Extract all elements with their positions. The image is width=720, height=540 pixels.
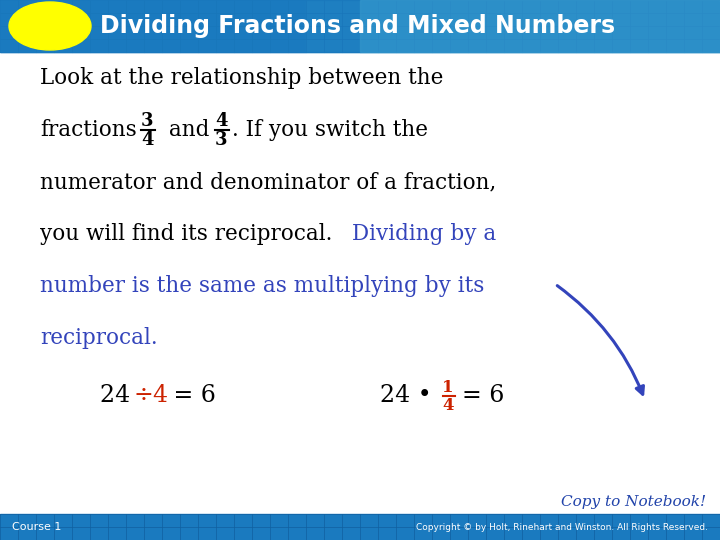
Bar (504, 0, 522, 52)
Bar (288, 0, 306, 52)
Bar (540, 0, 558, 52)
Bar (360, 0, 720, 52)
Bar (0, 514, 720, 540)
Bar (342, 0, 360, 52)
Bar (486, 0, 504, 52)
Bar (54, 0, 72, 52)
Text: Dividing Fractions and Mixed Numbers: Dividing Fractions and Mixed Numbers (100, 14, 615, 38)
Bar (162, 0, 180, 52)
Text: numerator and denominator of a fraction,: numerator and denominator of a fraction, (40, 171, 496, 193)
Bar (126, 0, 144, 52)
Bar (630, 0, 648, 52)
Text: ÷: ÷ (133, 384, 153, 408)
Bar (198, 0, 216, 52)
Bar (432, 0, 450, 52)
Bar (234, 0, 252, 52)
Bar (594, 0, 612, 52)
Bar (306, 0, 324, 52)
Bar (0, 0, 18, 52)
Text: reciprocal.: reciprocal. (40, 327, 158, 349)
Bar (450, 0, 468, 52)
Bar (36, 0, 54, 52)
Bar (180, 0, 198, 52)
Text: 4: 4 (140, 131, 153, 149)
Bar (216, 0, 234, 52)
Text: = 6: = 6 (166, 384, 216, 408)
Text: Copy to Notebook!: Copy to Notebook! (561, 495, 706, 509)
Bar (396, 0, 414, 52)
Text: number is the same as multiplying by its: number is the same as multiplying by its (40, 275, 485, 297)
Bar (666, 0, 684, 52)
Bar (90, 0, 108, 52)
Bar (414, 0, 432, 52)
Bar (360, 0, 378, 52)
Text: 3: 3 (140, 112, 153, 130)
Bar (468, 0, 486, 52)
Bar (378, 0, 396, 52)
Text: = 6: = 6 (462, 384, 505, 408)
Bar (144, 0, 162, 52)
Bar (18, 0, 36, 52)
Bar (522, 0, 540, 52)
Bar (648, 0, 666, 52)
Bar (252, 0, 270, 52)
Text: 4: 4 (442, 396, 454, 414)
Bar (684, 0, 702, 52)
Text: 24: 24 (100, 384, 138, 408)
Bar (108, 0, 126, 52)
Bar (72, 0, 90, 52)
Text: 3: 3 (215, 131, 228, 149)
Bar (0, 0, 720, 52)
Bar (702, 0, 720, 52)
Text: Dividing by a: Dividing by a (352, 223, 496, 245)
Text: Copyright © by Holt, Rinehart and Winston. All Rights Reserved.: Copyright © by Holt, Rinehart and Winsto… (416, 523, 708, 531)
Text: 4: 4 (152, 384, 167, 408)
Text: Course 1: Course 1 (12, 522, 61, 532)
Text: Look at the relationship between the: Look at the relationship between the (40, 67, 444, 89)
Bar (270, 0, 288, 52)
Text: . If you switch the: . If you switch the (232, 119, 428, 141)
Bar (612, 0, 630, 52)
Text: and: and (162, 119, 216, 141)
Bar (324, 0, 342, 52)
Ellipse shape (9, 2, 91, 50)
Text: you will find its reciprocal.: you will find its reciprocal. (40, 223, 339, 245)
Bar (576, 0, 594, 52)
Text: 4: 4 (215, 112, 228, 130)
Text: 24 •: 24 • (380, 384, 439, 408)
Bar (558, 0, 576, 52)
Text: fractions: fractions (40, 119, 137, 141)
Text: 1: 1 (442, 379, 454, 395)
